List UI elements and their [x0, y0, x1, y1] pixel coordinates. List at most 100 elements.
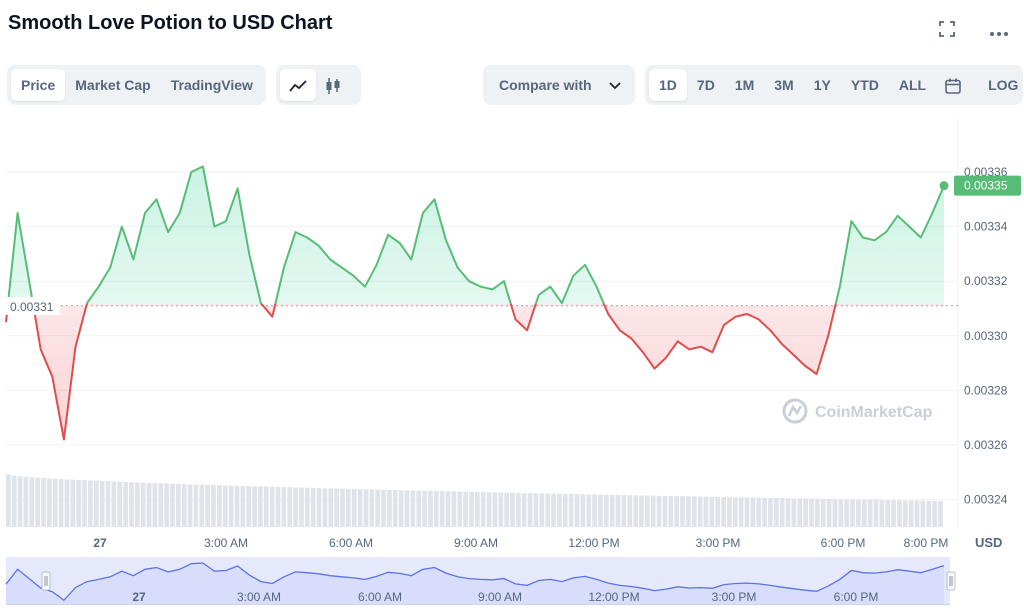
volume-bar: [744, 497, 750, 527]
x-tick-label: 8:00 PM: [904, 536, 949, 550]
x-tick-label: 3:00 AM: [204, 536, 248, 550]
volume-bar: [568, 493, 574, 527]
y-tick-label: 0.00332: [964, 274, 1008, 288]
price-line-down: [5, 303, 837, 441]
volume-bar: [498, 492, 504, 527]
volume-bar: [815, 498, 820, 527]
volume-bar: [668, 496, 674, 527]
baseline-label-text: 0.00331: [10, 300, 54, 314]
candlestick-icon[interactable]: [316, 69, 350, 101]
volume-bar: [586, 494, 592, 527]
range-all[interactable]: ALL: [898, 77, 927, 93]
volume-bar: [551, 493, 556, 527]
volume-bar: [93, 480, 99, 527]
volume-bar: [727, 497, 732, 527]
volume-bar: [510, 492, 515, 527]
volume-bar: [703, 496, 709, 527]
y-axis-unit: USD: [975, 535, 1002, 550]
volume-bar: [129, 482, 134, 527]
volume-bar: [217, 485, 222, 527]
line-chart-icon[interactable]: [280, 69, 316, 101]
volume-bar: [35, 477, 40, 527]
volume-bar: [181, 484, 187, 527]
volume-bar: [709, 496, 715, 527]
volume-bar: [574, 494, 580, 527]
volume-bar: [832, 499, 838, 527]
volume-bar: [387, 489, 392, 527]
volume-bar: [885, 500, 891, 527]
range-1d[interactable]: 1D: [649, 69, 687, 101]
navigator-tick-label: 6:00 AM: [358, 590, 402, 604]
volume-bar: [603, 494, 609, 527]
volume-bar: [275, 486, 281, 527]
watermark-text: CoinMarketCap: [815, 404, 933, 421]
volume-bar: [416, 490, 422, 527]
navigator-handle-right[interactable]: [946, 571, 956, 591]
volume-bar: [867, 499, 873, 527]
volume-bar: [52, 478, 58, 527]
volume-bar: [897, 500, 902, 527]
volume-bar: [732, 497, 738, 527]
time-navigator: 27 3:00 AM 6:00 AM 9:00 AM 12:00 PM 3:00 PM 6:…: [5, 557, 956, 605]
volume-bar: [258, 486, 263, 527]
range-7d[interactable]: 7D: [696, 77, 715, 93]
volume-bar: [234, 485, 240, 527]
volume-bar: [850, 499, 855, 527]
navigator-tick-label: 9:00 AM: [478, 590, 522, 604]
volume-bar: [762, 497, 767, 527]
volume-bar: [451, 491, 457, 527]
calendar-icon[interactable]: [936, 69, 970, 101]
volume-bar: [691, 496, 697, 527]
tab-price[interactable]: Price: [11, 69, 66, 101]
volume-bar: [316, 488, 322, 527]
volume-bar: [322, 488, 328, 527]
more-dots-icon[interactable]: [988, 20, 1010, 42]
volume-bar: [369, 489, 375, 527]
x-tick-label: 12:00 PM: [568, 536, 619, 550]
navigator-handle-left[interactable]: [41, 571, 51, 591]
volume-bar: [785, 498, 791, 527]
volume-bar: [263, 486, 269, 527]
volume-bar: [398, 490, 404, 527]
volume-bar: [140, 482, 146, 527]
last-price-marker: 0.00335: [939, 175, 1021, 196]
navigator-line: [5, 562, 945, 602]
range-1m[interactable]: 1M: [734, 77, 755, 93]
last-price-label: 0.00335: [964, 179, 1008, 193]
volume-bar: [738, 497, 744, 527]
tab-tradingview[interactable]: TradingView: [170, 77, 253, 93]
x-tick-label: 6:00 PM: [821, 536, 866, 550]
volume-bar: [873, 499, 879, 527]
volume-bar: [914, 500, 920, 527]
volume-bar: [222, 485, 228, 527]
volume-bar: [861, 499, 867, 527]
log-toggle[interactable]: LOG: [988, 77, 1019, 93]
price-line-up: [6, 165, 945, 304]
range-ytd[interactable]: YTD: [850, 77, 879, 93]
volume-bar: [809, 498, 814, 527]
volume-bar: [158, 483, 164, 527]
volume-bar: [99, 481, 105, 527]
volume-bar: [287, 487, 293, 527]
volume-bar: [791, 498, 797, 527]
volume-bar: [645, 495, 650, 527]
range-3m[interactable]: 3M: [774, 77, 794, 93]
compare-with-dropdown[interactable]: Compare with: [483, 65, 635, 105]
volume-bar: [557, 493, 562, 527]
volume-bar: [650, 495, 656, 527]
volume-bar: [592, 494, 597, 527]
range-1y[interactable]: 1Y: [813, 77, 831, 93]
volume-bar: [410, 490, 416, 527]
volume-bar: [445, 491, 451, 527]
grid-lines: [6, 118, 959, 530]
volume-bar: [334, 488, 339, 527]
volume-bar: [721, 497, 726, 527]
volume-bar: [123, 481, 128, 527]
volume-bar: [627, 495, 633, 527]
tab-market-cap[interactable]: Market Cap: [75, 77, 151, 93]
x-tick-label: 3:00 PM: [696, 536, 741, 550]
volume-bar: [521, 492, 527, 527]
fullscreen-icon[interactable]: [936, 20, 958, 42]
volume-bar: [252, 486, 257, 527]
volume-bar: [375, 489, 380, 527]
